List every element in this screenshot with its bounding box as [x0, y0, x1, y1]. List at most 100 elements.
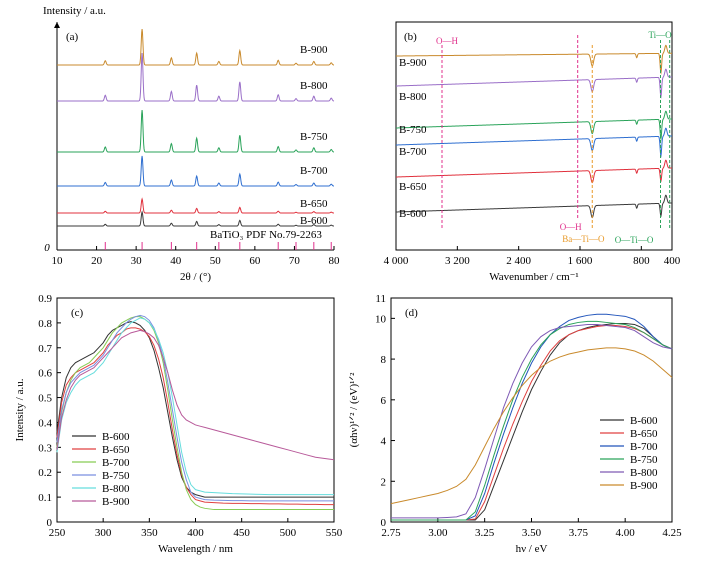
series-label: B-700	[399, 146, 427, 158]
series-line	[390, 347, 673, 505]
y-axis-label: (αhν)¹ᐟ² / (eV)¹ᐟ²	[348, 372, 360, 447]
x-tick-label: 300	[95, 527, 112, 539]
y-tick-label: 0	[47, 517, 53, 529]
x-tick-label: 800	[633, 255, 650, 267]
series-label: B-900	[300, 44, 328, 56]
y-tick-label: 0.4	[38, 417, 52, 429]
series-label: B-700	[300, 165, 328, 177]
y-tick-label: 0.3	[38, 442, 52, 454]
series-line	[395, 159, 673, 184]
annotation: Ti—O	[649, 30, 673, 40]
panel-label: (d)	[405, 307, 418, 319]
y-tick-label: 0.7	[38, 343, 52, 355]
annotation: O—Ti—O	[615, 235, 654, 245]
x-tick-label: 4 000	[384, 255, 409, 267]
x-tick-label: 350	[141, 527, 158, 539]
origin-label: 0	[44, 242, 50, 254]
x-tick-label: 550	[326, 527, 343, 539]
y-tick-label: 11	[375, 293, 386, 305]
x-tick-label: 20	[91, 255, 103, 267]
x-tick-label: 3.00	[428, 527, 448, 539]
x-tick-label: 50	[210, 255, 222, 267]
x-tick-label: 250	[49, 527, 66, 539]
panel-a-xrd: Intensity / a.u. 010 20 30 40 50 60 70 80 2θ / (°…	[43, 5, 340, 283]
plot-frame	[56, 297, 335, 523]
x-tick-label: 400	[187, 527, 204, 539]
series-line	[57, 155, 335, 187]
series-line	[391, 323, 673, 519]
panel-label: (c)	[71, 307, 84, 319]
x-tick-label: 80	[329, 255, 341, 267]
series-label: B-650	[399, 181, 427, 193]
panel-label-b: (b)	[404, 31, 417, 43]
series-label: B-750	[399, 124, 427, 136]
series-line	[395, 127, 673, 158]
series-label: B-800	[300, 80, 328, 92]
series-label: B-800	[399, 91, 427, 103]
series-line	[56, 316, 334, 511]
legend-label: B-600	[630, 415, 658, 427]
y-tick-label: 0.9	[38, 293, 52, 305]
x-tick-label: 2.75	[381, 527, 401, 539]
y-tick-label: 0	[381, 517, 387, 529]
series-label: B-600	[300, 215, 328, 227]
x-tick-label: 70	[289, 255, 301, 267]
x-tick-label: 3 200	[445, 255, 470, 267]
x-tick-label: 500	[280, 527, 297, 539]
y-tick-label: 0.2	[38, 467, 52, 479]
series-label: B-900	[399, 57, 427, 69]
x-tick-label: 2 400	[506, 255, 531, 267]
y-tick-label: 0.8	[38, 318, 52, 330]
series-line	[396, 44, 672, 75]
series-line	[56, 329, 335, 461]
series-line	[395, 194, 673, 219]
series-line	[56, 321, 334, 498]
x-tick-label: 400	[664, 255, 681, 267]
legend-label: B-650	[630, 428, 658, 440]
series-line	[57, 28, 335, 66]
panel-b-ftir: 4 000 3 200 2 400 1 600 800 400 Wavenumber / c…	[384, 21, 681, 283]
panel-c-uvvis: 250 300 350 400 450 500 550 0 0.1 0.2 0.3 0.4 0.5 0.6…	[14, 293, 343, 555]
plot-frame	[395, 21, 673, 251]
series-line	[56, 327, 334, 506]
y-tick-label: 0.6	[38, 368, 52, 380]
series-line	[57, 210, 335, 227]
x-tick-label: 450	[233, 527, 250, 539]
panel-d-tauc: 2.75 3.00 3.25 3.50 3.75 4.00 4.25 0 2 4 6 8 10 11 hν …	[348, 293, 682, 555]
x-tick-label: 3.25	[475, 527, 495, 539]
x-tick-label: 3.75	[569, 527, 589, 539]
reference-label: BaTiO₃ PDF No.79-2263	[210, 229, 322, 241]
series-line	[56, 317, 334, 496]
series-line	[57, 109, 335, 153]
x-axis-label: 2θ / (°)	[180, 271, 211, 283]
annotation: Ba—Ti—O	[562, 234, 605, 244]
legend-label: B-600	[102, 431, 130, 443]
y-axis-arrow	[54, 22, 60, 28]
x-tick-label: 4.00	[616, 527, 636, 539]
legend-label: B-800	[102, 483, 130, 495]
x-tick-label: 4.25	[662, 527, 682, 539]
series-line	[391, 320, 673, 521]
legend-label: B-900	[102, 496, 130, 508]
series-line	[395, 68, 673, 99]
series-label: B-750	[300, 131, 328, 143]
series-label: B-650	[300, 198, 328, 210]
annotation: O—H	[436, 36, 458, 46]
x-tick-label: 3.50	[522, 527, 542, 539]
legend-label: B-900	[630, 480, 658, 492]
x-tick-label: 30	[131, 255, 143, 267]
legend-label: B-750	[630, 454, 658, 466]
x-tick-label: 60	[249, 255, 261, 267]
series-line	[57, 52, 335, 102]
y-tick-label: 2	[381, 476, 387, 488]
annotation: O—H	[560, 222, 582, 232]
legend-label: B-800	[630, 467, 658, 479]
series-label: B-600	[399, 208, 427, 220]
y-tick-label: 10	[375, 313, 387, 325]
y-tick-label: 6	[381, 395, 387, 407]
y-tick-label: 4	[381, 436, 387, 448]
legend-label: B-700	[102, 457, 130, 469]
legend-label: B-700	[630, 441, 658, 453]
y-tick-label: 8	[381, 354, 387, 366]
